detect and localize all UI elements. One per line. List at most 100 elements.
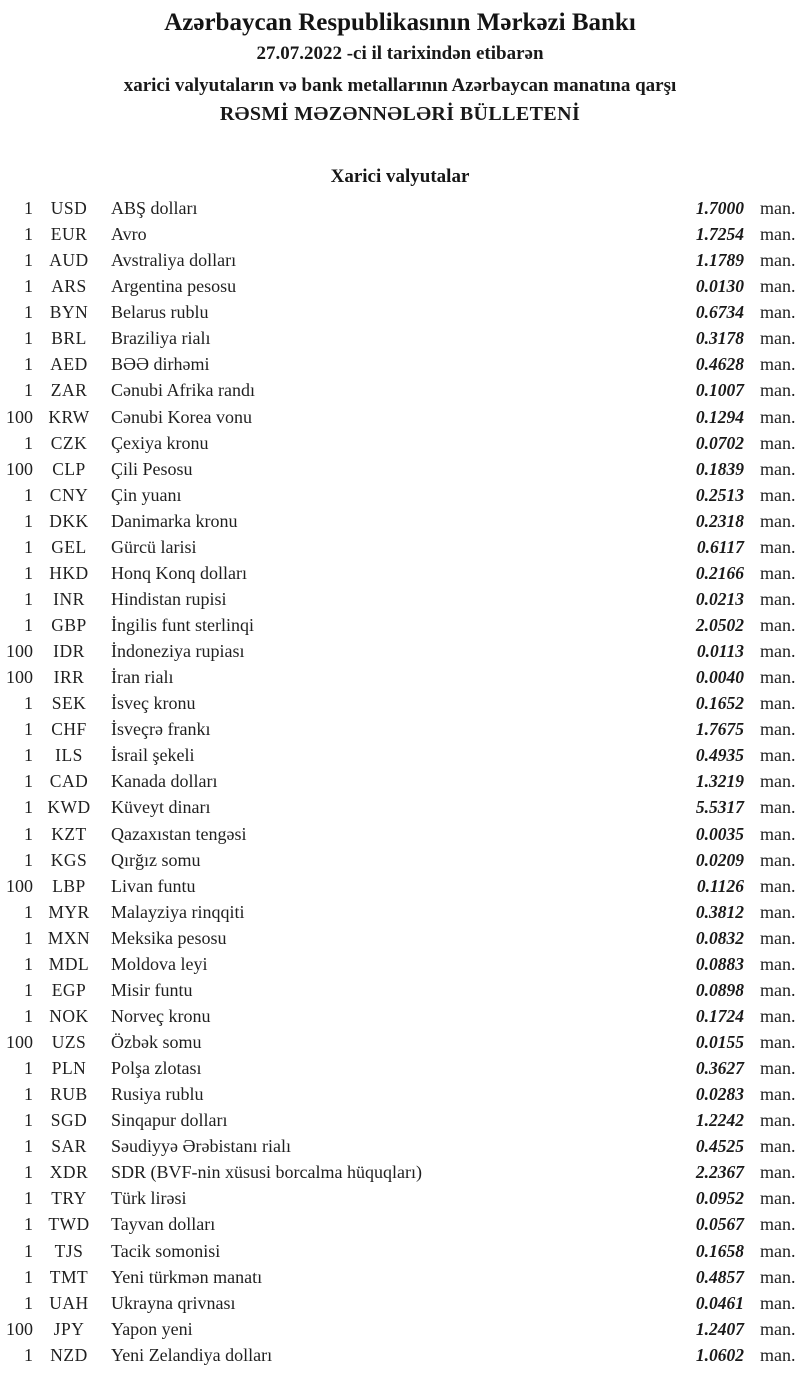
currency-name: Çexiya kronu: [111, 432, 209, 453]
currency-code: UZS: [51, 1032, 87, 1052]
currency-name: Səudiyyə Ərəbistanı rialı: [111, 1136, 291, 1157]
section-title-foreign-currencies: Xarici valyutalar: [330, 166, 470, 187]
currency-code: USD: [50, 198, 88, 218]
currency-quantity: 1: [24, 823, 33, 844]
table-row: 1 TRY Türk lirəsi 0.0952 man.: [0, 1188, 800, 1214]
currency-name: Yeni Zelandiya dolları: [111, 1344, 273, 1365]
rates-table: 1 USD ABŞ dolları 1.7000 man. 1 EUR Avro…: [0, 198, 800, 1371]
currency-name: ABŞ dolları: [111, 198, 198, 218]
currency-rate: 0.1652: [695, 693, 744, 714]
currency-code: BYN: [49, 302, 89, 323]
currency-unit-label: man.: [760, 1266, 796, 1287]
table-row: 1 ARS Argentina pesosu 0.0130 man.: [0, 276, 800, 302]
currency-quantity: 100: [6, 667, 33, 688]
table-row: 1 INR Hindistan rupisi 0.0213 man.: [0, 589, 800, 615]
currency-unit-label: man.: [760, 198, 796, 218]
table-row: 1 USD ABŞ dolları 1.7000 man.: [0, 198, 800, 224]
table-row: 100 LBP Livan funtu 0.1126 man.: [0, 876, 800, 902]
bulletin-title: RƏSMİ MƏZƏNNƏLƏRİ BÜLLETENİ: [219, 103, 581, 125]
currency-code: TWD: [48, 1214, 90, 1235]
currency-rate: 0.4628: [695, 354, 744, 375]
currency-unit-label: man.: [760, 615, 796, 635]
currency-rate: 0.3178: [695, 328, 744, 349]
table-row: 1 SEK İsveç kronu 0.1652 man.: [0, 693, 800, 719]
currency-unit-label: man.: [760, 1162, 796, 1183]
currency-unit-label: man.: [760, 1110, 796, 1131]
currency-name: Braziliya rialı: [111, 328, 211, 349]
currency-name: Avro: [111, 224, 147, 245]
table-row: 1 KWD Küveyt dinarı 5.5317 man.: [0, 797, 800, 823]
table-row: 100 JPY Yapon yeni 1.2407 man.: [0, 1319, 800, 1345]
currency-code: XDR: [49, 1162, 89, 1183]
currency-rate: 5.5317: [695, 797, 744, 818]
currency-name: Çin yuanı: [111, 484, 182, 505]
currency-name: İndoneziya rupiası: [111, 641, 245, 662]
currency-rate: 0.4525: [695, 1136, 744, 1157]
currency-quantity: 1: [24, 797, 33, 818]
currency-quantity: 1: [24, 849, 33, 870]
currency-quantity: 1: [24, 1188, 33, 1209]
currency-name: Polşa zlotası: [111, 1058, 202, 1079]
currency-unit-label: man.: [760, 536, 796, 557]
currency-rate: 0.1839: [695, 458, 744, 479]
currency-quantity: 1: [24, 927, 33, 948]
currency-unit-label: man.: [760, 693, 796, 714]
currency-name: Hindistan rupisi: [111, 588, 227, 609]
currency-quantity: 1: [24, 588, 33, 609]
currency-rate: 0.0155: [695, 1032, 744, 1052]
currency-name: SDR (BVF-nin xüsusi borcalma hüquqları): [111, 1162, 422, 1183]
currency-rate: 0.1007: [695, 380, 744, 401]
currency-quantity: 1: [24, 484, 33, 505]
currency-name: BƏƏ dirhəmi: [111, 354, 210, 375]
currency-code: NOK: [49, 1005, 89, 1026]
currency-rate: 1.2407: [695, 1318, 744, 1339]
currency-quantity: 1: [24, 250, 33, 271]
currency-quantity: 1: [24, 1214, 33, 1235]
currency-quantity: 1: [24, 1136, 33, 1157]
currency-quantity: 1: [24, 771, 33, 792]
currency-name: Yapon yeni: [111, 1318, 193, 1339]
currency-quantity: 1: [24, 615, 33, 635]
currency-code: CAD: [49, 771, 89, 792]
currency-code: BRL: [51, 328, 87, 349]
currency-rate: 0.0035: [695, 823, 744, 844]
currency-quantity: 1: [24, 562, 33, 583]
currency-code: MDL: [48, 953, 90, 974]
currency-code: CZK: [50, 432, 88, 453]
currency-unit-label: man.: [760, 875, 796, 896]
table-row: 1 MXN Meksika pesosu 0.0832 man.: [0, 928, 800, 954]
currency-rate: 1.7675: [695, 719, 744, 740]
table-row: 1 TJS Tacik somonisi 0.1658 man.: [0, 1241, 800, 1267]
currency-quantity: 1: [24, 1005, 33, 1026]
currency-code: EUR: [50, 224, 88, 245]
table-row: 1 DKK Danimarka kronu 0.2318 man.: [0, 511, 800, 537]
currency-unit-label: man.: [760, 849, 796, 870]
currency-rate: 0.1724: [695, 1005, 744, 1026]
currency-unit-label: man.: [760, 1058, 796, 1079]
document-subtitle: xarici valyutaların və bank metallarının…: [123, 75, 677, 96]
currency-name: Sinqapur dolları: [111, 1110, 228, 1131]
currency-quantity: 1: [24, 1292, 33, 1313]
table-row: 1 EUR Avro 1.7254 man.: [0, 224, 800, 250]
currency-unit-label: man.: [760, 641, 796, 662]
currency-quantity: 1: [24, 328, 33, 349]
currency-quantity: 1: [24, 432, 33, 453]
currency-unit-label: man.: [760, 667, 796, 688]
currency-rate: 1.0602: [695, 1344, 744, 1365]
table-row: 1 BRL Braziliya rialı 0.3178 man.: [0, 328, 800, 354]
currency-code: CHF: [51, 719, 87, 740]
currency-name: İran rialı: [111, 667, 174, 688]
table-row: 1 NZD Yeni Zelandiya dolları 1.0602 man.: [0, 1345, 800, 1371]
currency-rate: 0.1126: [696, 875, 744, 896]
effective-date-line: 27.07.2022 -ci il tarixindən etibarən: [256, 43, 544, 64]
currency-rate: 0.2166: [695, 562, 744, 583]
currency-name: Yeni türkmən manatı: [111, 1266, 263, 1287]
currency-code: CLP: [52, 458, 86, 479]
table-row: 100 KRW Cənubi Korea vonu 0.1294 man.: [0, 407, 800, 433]
currency-rate: 0.2513: [695, 484, 744, 505]
currency-rate: 0.4935: [695, 745, 744, 766]
currency-code: JPY: [53, 1318, 85, 1339]
table-row: 1 KZT Qazaxıstan tengəsi 0.0035 man.: [0, 824, 800, 850]
currency-rate: 1.3219: [695, 771, 744, 792]
